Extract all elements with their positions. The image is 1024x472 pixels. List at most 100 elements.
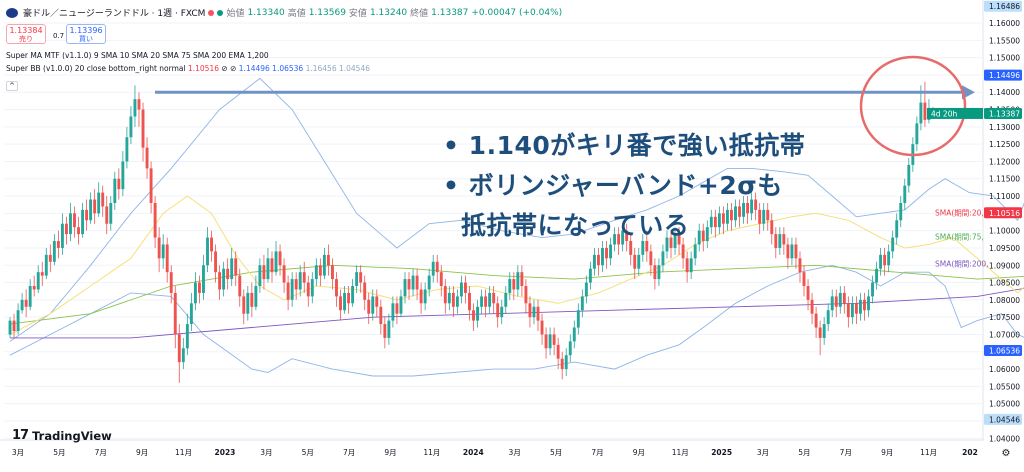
candle-body [750,199,754,214]
x-tick-label: 3月 [260,448,272,457]
candle-body [778,234,782,248]
candle-body [818,327,822,338]
candle-body [895,220,899,238]
candle-body [133,99,137,117]
candle-body [395,303,399,314]
symbol-header: 豪ドル／ニュージーランドドル · 1週 · FXCM 始値 1.13340 高値… [6,6,562,19]
price-label: 1.16486 [989,2,1020,11]
candle-body [8,320,12,335]
y-tick-label: 1.05500 [989,382,1020,391]
candle-body [44,254,48,276]
candle-body [504,292,508,307]
candle-body [262,265,266,280]
candle-body [854,303,858,314]
annotation-line-1: • 1.140がキリ番で強い抵抗帯 [443,131,806,160]
candle-body [105,206,109,224]
y-tick-label: 1.12000 [989,157,1020,166]
buy-button[interactable]: 1.13396 買い [66,24,106,44]
candle-body [64,223,68,235]
x-tick-label: 9月 [633,448,645,457]
chart-settings-icon[interactable]: ⚙ [1002,448,1011,459]
candle-body [798,258,802,273]
open-value: 1.13340 [247,7,285,18]
candle-body [234,258,238,276]
candle-body [306,282,310,297]
sell-button[interactable]: 1.13384 売り [6,24,46,44]
symbol-title[interactable]: 豪ドル／ニュージーランドドル · 1週 · FXCM [23,9,206,19]
candle-body [359,272,363,283]
candle-body [286,282,290,300]
candle-body [210,237,213,252]
open-label: 始値 [226,9,245,19]
candle-body [282,265,286,283]
candle-body [810,299,814,314]
candle-body [411,275,415,290]
candle-body [371,296,375,314]
hide-eye-icon[interactable]: ⊘ [221,64,228,73]
candle-body [657,265,661,280]
low-value: 1.13240 [369,7,408,18]
candle-body [206,237,209,266]
tradingview-logo[interactable]: 17 TradingView [12,428,112,443]
candle-body [879,254,883,269]
settings-icon[interactable]: ⊘ [230,64,237,73]
candle-body [218,272,222,290]
candle-body [391,303,395,321]
y-tick-label: 1.14000 [989,88,1020,97]
candle-body [113,178,117,203]
line-label: SMA(期間:75, [935,233,984,242]
x-tick-label: 11月 [175,448,192,457]
candle-body [770,220,774,235]
candle-body [16,310,20,331]
candle-body [290,279,294,300]
candle-body [12,320,16,331]
resistance-arrow-head [962,85,975,100]
candle-body [621,230,625,245]
candle-body [137,99,141,110]
candle-body [786,244,790,259]
candle-body [177,334,181,363]
candle-body [637,254,641,269]
y-tick-label: 1.11500 [989,175,1020,184]
x-tick-label: 3月 [757,448,769,457]
x-tick-label: 202 [962,448,978,457]
candle-body [544,334,548,349]
candle-body [834,296,838,307]
candle-body [814,313,818,328]
candle-body [60,223,64,248]
candle-body [326,254,330,266]
ma-indicator-legend[interactable]: Super MA MTF (v1.1.0) 9 SMA 10 SMA 20 SM… [6,51,269,60]
x-tick-label: 9月 [384,448,396,457]
x-tick-label: 7月 [95,448,107,457]
candle-body [830,296,834,311]
candle-body [447,292,451,304]
buy-price: 1.13396 [69,26,103,35]
candle-body [423,289,427,304]
bb-indicator-legend[interactable]: Super BB (v1.0.0) 20 close bottom_right … [6,64,370,73]
candle-body [536,306,540,321]
candle-body [343,292,346,311]
candle-body [355,272,359,287]
y-tick-label: 1.08000 [989,296,1020,305]
candle-body [794,244,798,259]
candle-body [157,237,161,259]
candle-body [193,282,197,304]
candle-body [97,192,101,214]
candle-body [790,244,794,259]
candle-body [351,286,355,304]
candle-body [202,265,205,293]
candle-body [451,292,455,307]
collapse-legend-button[interactable]: ^ [6,81,18,91]
candle-body [580,296,584,311]
candle-body [689,258,693,273]
candle-body [387,320,391,338]
y-tick-label: 1.13000 [989,123,1020,132]
price-label-box [984,0,1022,12]
candle-body [230,258,234,280]
candle-body [298,272,302,290]
candle-body [838,292,842,307]
x-tick-label: 3月 [12,448,24,457]
candle-body [403,279,407,297]
candle-body [40,272,44,276]
